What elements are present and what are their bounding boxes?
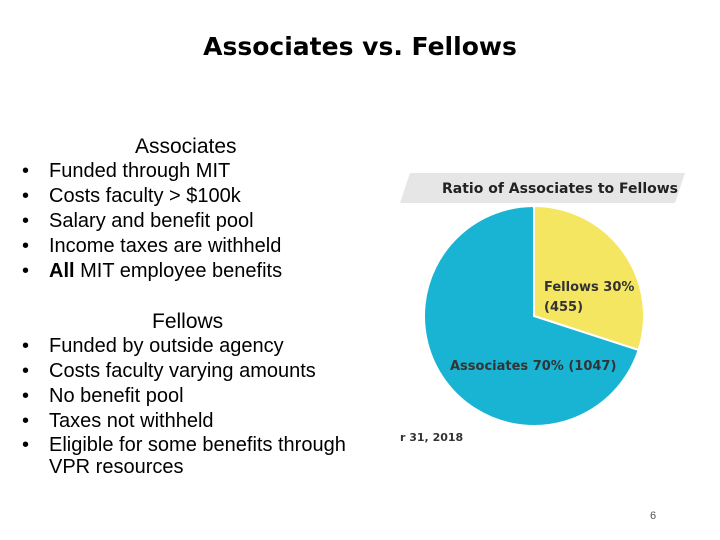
list-item: Income taxes are withheld	[22, 234, 282, 259]
list-item: No benefit pool	[22, 384, 362, 409]
fellows-heading: Fellows	[152, 310, 224, 333]
pie-label-fellows: Fellows 30%	[544, 280, 634, 295]
fellows-list: Funded by outside agency Costs faculty v…	[22, 334, 362, 478]
chart-title-banner	[400, 173, 685, 203]
list-item: Salary and benefit pool	[22, 209, 282, 234]
pie-label-fellows-count: (455)	[544, 300, 583, 315]
pie-chart-svg: Ratio of Associates to Fellows Fellows 3…	[400, 173, 685, 444]
slide-title: Associates vs. Fellows	[203, 32, 517, 61]
pie-slice-fellows	[533, 204, 645, 352]
list-item: Funded by outside agency	[22, 334, 362, 359]
list-item: All MIT employee benefits	[22, 259, 282, 284]
associates-heading: Associates	[135, 135, 237, 158]
pie-label-associates: Associates 70% (1047)	[450, 359, 616, 374]
pie-slice-associates	[423, 204, 640, 427]
list-item: Funded through MIT	[22, 159, 282, 184]
pie-chart: Ratio of Associates to Fellows Fellows 3…	[370, 165, 700, 455]
list-item: Costs faculty > $100k	[22, 184, 282, 209]
page-number: 6	[650, 510, 657, 522]
list-item: Costs faculty varying amounts	[22, 359, 362, 384]
associates-list: Funded through MIT Costs faculty > $100k…	[22, 159, 282, 284]
list-item: Taxes not withheld	[22, 409, 362, 434]
chart-footnote: r 31, 2018	[400, 431, 463, 444]
chart-title: Ratio of Associates to Fellows	[442, 181, 678, 197]
list-item: Eligible for some benefits through VPR r…	[22, 434, 362, 478]
